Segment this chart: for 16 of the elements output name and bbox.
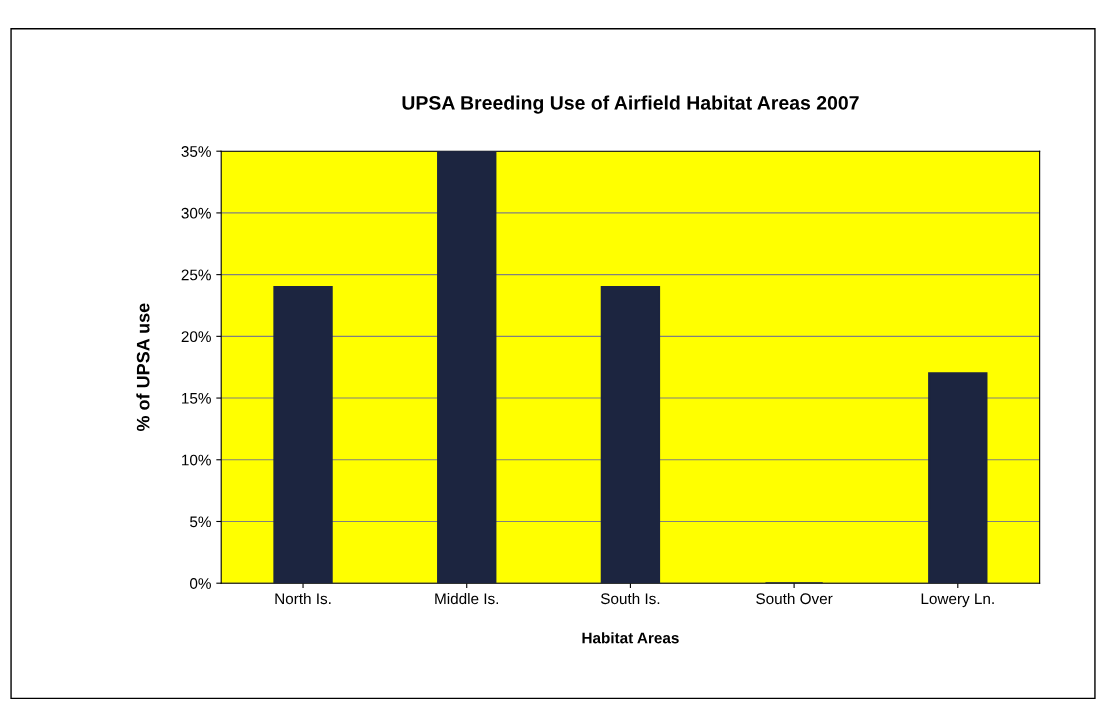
y-tick-label: 15% (182, 392, 211, 404)
y-tick-label: 0% (189, 578, 211, 589)
x-tick-label: Lowery Ln. (921, 593, 994, 608)
y-tick-label: 35% (181, 146, 211, 157)
y-axis-title: % of UPSA use (136, 303, 150, 432)
y-tick-label: 30% (181, 207, 211, 219)
chart-title: UPSA Breeding Use of Airfield Habitat Areas 2007 (402, 95, 859, 114)
x-tick-label: South Over (756, 592, 833, 605)
y-tick-label: 10% (182, 454, 211, 466)
x-axis-title: Habitat Areas (582, 632, 679, 644)
y-tick-label: 5% (190, 516, 211, 528)
y-tick-label: 20% (181, 331, 211, 343)
x-tick-label: North Is. (275, 592, 331, 605)
x-tick-label: South Is. (600, 592, 660, 605)
x-tick-label: Middle Is. (435, 592, 499, 605)
y-tick-label: 25% (181, 269, 211, 281)
